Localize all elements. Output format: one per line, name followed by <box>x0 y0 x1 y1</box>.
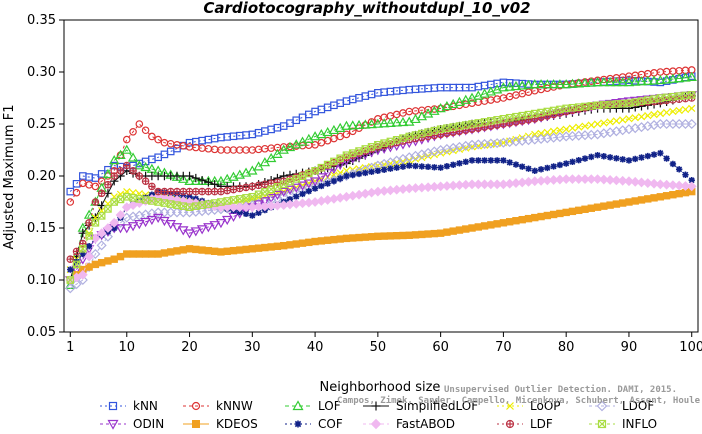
legend: kNN kNNW LOF SimplifiedLOF LoOP LDOF ODIN KDEOS… <box>100 399 657 431</box>
watermark: Unsupervised Outlier Detection. DAMI, 20… <box>337 384 701 406</box>
series-markers <box>66 91 696 284</box>
x-tick-label: 40 <box>307 340 324 355</box>
legend-label: kNN <box>133 399 158 413</box>
legend-label: FastABOD <box>396 417 455 431</box>
legend-label: SimplifiedLOF <box>396 399 478 413</box>
legend-label: KDEOS <box>216 417 258 431</box>
series-kdeos <box>66 187 696 284</box>
x-axis-label: Neighborhood size <box>320 380 441 395</box>
legend-item-ldof: LDOF <box>589 399 654 413</box>
y-tick-label: 0.25 <box>27 117 56 132</box>
y-tick-label: 0.35 <box>27 13 56 28</box>
legend-item-knn: kNN <box>100 399 158 413</box>
x-tick-label: 100 <box>679 340 702 355</box>
legend-item-kdeos: KDEOS <box>183 417 258 431</box>
legend-label: ODIN <box>133 417 164 431</box>
series-fastabod <box>65 174 697 285</box>
x-tick-label: 30 <box>244 340 261 355</box>
y-tick-label: 0.15 <box>27 221 56 236</box>
watermark-line-2: Campos, Zimek, Sander, Campello, Micenko… <box>337 395 701 406</box>
x-tick-label: 20 <box>181 340 198 355</box>
y-tick-label: 0.20 <box>27 169 56 184</box>
legend-item-ldf: LDF <box>497 417 553 431</box>
series-markers <box>66 187 696 284</box>
x-tick-label: 50 <box>370 340 387 355</box>
y-tick-label: 0.10 <box>27 273 56 288</box>
legend-item-loop: LoOP <box>497 399 561 413</box>
series-inflo <box>66 91 696 284</box>
y-axis-label: Adjusted Maximum F1 <box>2 105 17 250</box>
legend-label: LoOP <box>530 399 561 413</box>
x-tick-label: 60 <box>432 340 449 355</box>
legend-item-simplifiedlof: SimplifiedLOF <box>363 399 478 413</box>
series-line <box>69 69 692 203</box>
x-tick-label: 1 <box>66 340 74 355</box>
watermark-line-1: Unsupervised Outlier Detection. DAMI, 20… <box>444 384 677 395</box>
legend-label: LDOF <box>622 399 654 413</box>
series-markers <box>65 174 697 285</box>
x-tick-label: 10 <box>118 340 135 355</box>
x-tick-label: 80 <box>558 340 575 355</box>
legend-item-odin: ODIN <box>100 417 164 431</box>
legend-item-lof: LOF <box>285 399 341 413</box>
legend-label: INFLO <box>622 417 657 431</box>
x-tick-label: 90 <box>621 340 638 355</box>
legend-item-knnw: kNNW <box>183 399 253 413</box>
series-markers <box>66 104 696 274</box>
x-tick-label: 70 <box>495 340 512 355</box>
y-tick-label: 0.30 <box>27 65 56 80</box>
legend-item-fastabod: FastABOD <box>363 417 455 431</box>
legend-label: kNNW <box>216 399 253 413</box>
legend-item-inflo: INFLO <box>589 417 657 431</box>
legend-label: LOF <box>318 399 341 413</box>
y-tick-label: 0.05 <box>27 325 56 340</box>
chart-title: Cardiotocography_withoutdupl_10_v02 <box>203 0 530 17</box>
legend-item-cof: COF <box>285 417 343 431</box>
legend-label: LDF <box>530 417 553 431</box>
legend-label: COF <box>318 417 343 431</box>
series-loop <box>66 104 696 274</box>
